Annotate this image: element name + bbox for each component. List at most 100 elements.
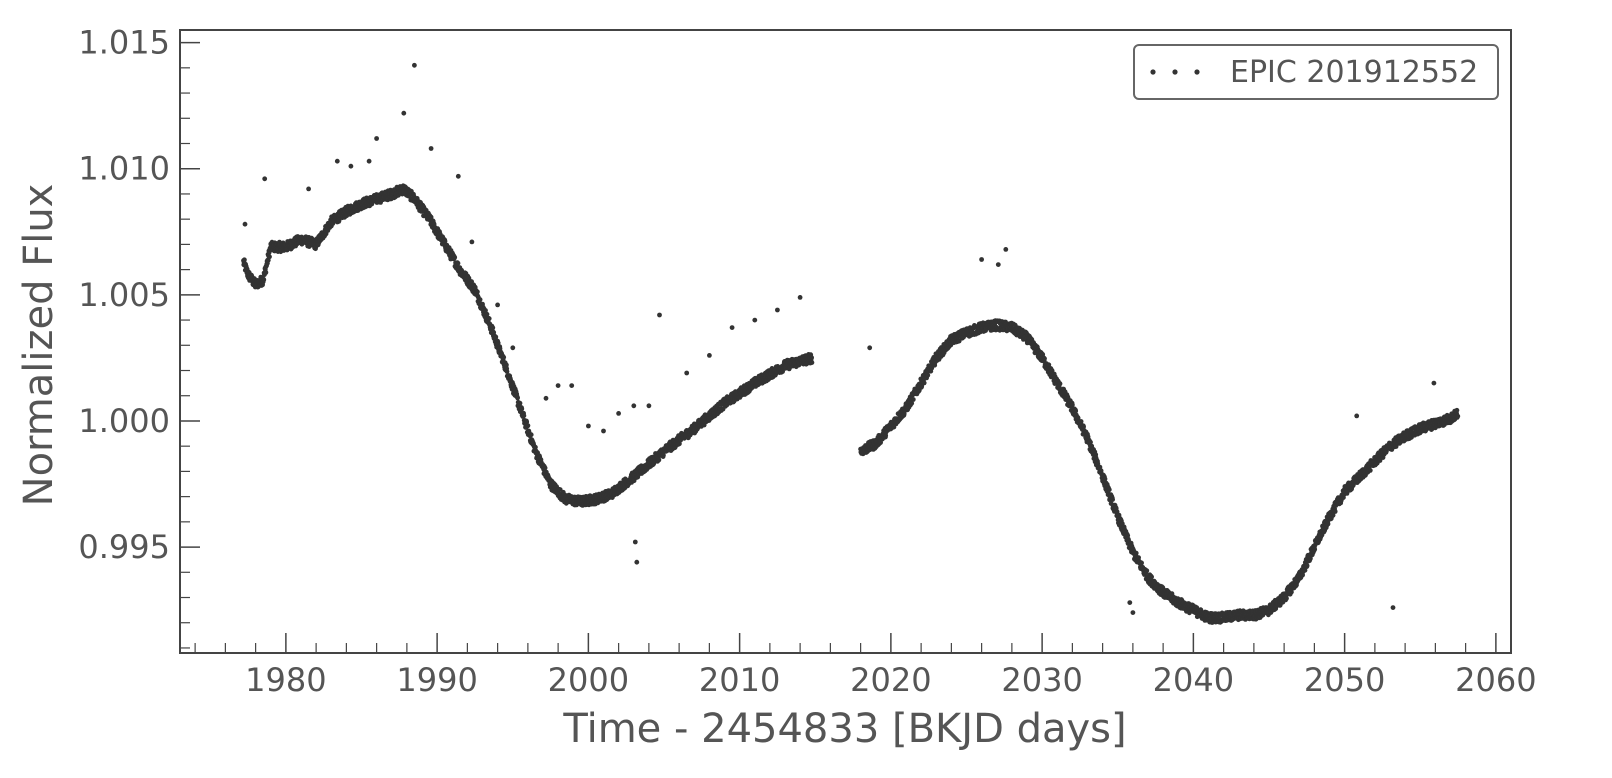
data-point [484,311,490,317]
legend-marker-dot [1172,69,1178,75]
data-point [1194,605,1200,610]
data-point [867,345,873,351]
data-point [1367,468,1373,473]
data-point [519,406,525,412]
legend-marker-dot [1194,69,1200,75]
x-tick-label: 2030 [1001,661,1082,699]
data-point [1136,555,1141,560]
data-point [483,308,488,313]
data-point [1149,574,1154,580]
legend: EPIC 201912552 [1133,44,1499,100]
data-point [1354,413,1360,419]
data-point [1003,247,1009,252]
data-point [442,238,448,244]
data-point [921,380,927,386]
data-point [477,297,483,302]
data-point [684,370,690,376]
x-tick-label: 2000 [548,661,629,699]
data-point [267,254,272,260]
data-point [586,423,591,429]
data-point [752,317,758,323]
data-point [775,307,780,313]
data-point [557,487,563,492]
data-point [428,146,434,151]
data-point [401,110,407,116]
data-point [504,369,510,374]
data-point [521,413,527,419]
legend-box [1133,44,1499,100]
data-point [1046,362,1052,368]
data-point [242,221,248,227]
x-tick-label: 2060 [1455,661,1536,699]
data-point [493,334,499,340]
plot-frame [179,29,1512,654]
data-point [517,400,523,406]
data-point [1081,424,1086,430]
data-point [510,345,516,351]
data-point [348,163,354,169]
data-point [1088,439,1093,445]
data-point [452,254,458,260]
data-point [1042,356,1047,361]
data-point [809,355,814,360]
data-point [656,457,662,463]
y-tick-label: 1.005 [78,276,170,314]
data-point [1133,550,1139,556]
x-tick-label: 2040 [1153,661,1234,699]
data-point [1454,407,1460,413]
data-point [504,362,509,368]
data-point [262,176,268,182]
data-point [475,289,480,295]
data-point [632,539,638,545]
data-point [1312,547,1318,552]
data-point [242,257,247,263]
data-point [501,354,507,360]
x-tick-label: 2020 [850,661,931,699]
data-point [1455,413,1461,419]
data-point [261,277,267,283]
data-point [809,360,815,365]
data-point [634,559,640,565]
data-point [910,397,916,402]
data-point [374,136,379,141]
legend-marker-dot [1150,69,1156,75]
data-point [455,260,461,266]
data-point [486,316,492,321]
data-point [707,353,712,358]
data-point [631,403,637,409]
x-axis-label: Time - 2454833 [BKJD days] [562,706,1126,752]
data-point [1304,563,1310,568]
y-tick-label: 1.010 [78,150,170,188]
data-point [515,395,520,401]
data-point [366,158,372,164]
data-point [455,173,461,179]
data-point [1097,464,1103,470]
data-point [661,452,666,458]
data-point [1127,600,1133,605]
data-point [543,395,549,401]
data-point [525,423,531,428]
data-point [1106,487,1112,493]
data-point [495,302,500,308]
data-point [263,270,269,275]
x-tick-label: 2010 [699,661,780,699]
data-point [1057,381,1063,387]
y-tick-label: 1.000 [78,402,170,440]
data-point [1073,408,1079,414]
data-point [925,372,931,378]
data-point [306,186,311,192]
y-axis-label: Normalized Flux [16,184,62,507]
data-point [729,325,735,330]
legend-label: EPIC 201912552 [1230,55,1478,90]
data-point [334,158,340,164]
data-point [1431,380,1437,386]
data-points [241,62,1461,625]
y-tick-label: 0.995 [78,528,170,566]
data-point [1284,596,1289,601]
data-point [909,400,915,406]
data-point [1325,521,1331,527]
data-point [569,383,575,388]
x-tick-label: 2050 [1304,661,1385,699]
data-point [1130,610,1136,615]
